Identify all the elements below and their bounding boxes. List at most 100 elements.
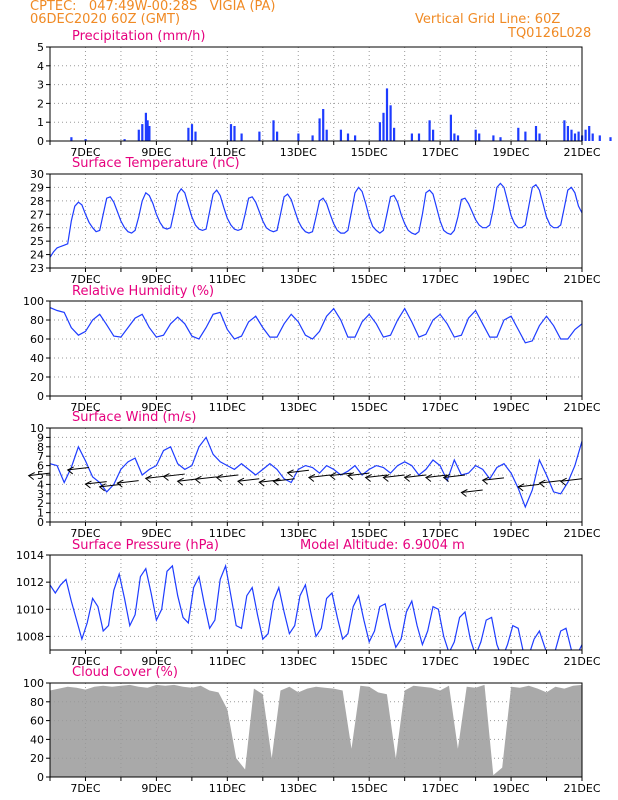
y-tick-label: 60 (30, 715, 44, 728)
panel-frame (49, 46, 583, 142)
precip-bar (258, 131, 261, 141)
y-tick-label: 5 (37, 41, 44, 54)
panel-annotation: Model Altitude: 6.9004 m (300, 538, 465, 553)
header-model-code: TQ0126L028 (508, 26, 592, 41)
x-tick-label: 17DEC (422, 401, 459, 414)
wind-arrow-head (364, 474, 372, 482)
precip-bar (378, 122, 381, 141)
x-tick-label: 9DEC (141, 782, 171, 795)
x-tick-label: 21DEC (563, 782, 600, 795)
precip-bar (432, 129, 435, 141)
panel-3: Relative Humidity (%) 7DEC 9DEC 11DEC 13DEC 1… (23, 284, 601, 414)
x-tick-label: 21DEC (563, 273, 600, 286)
y-tick-label: 40 (30, 352, 44, 365)
precip-bar (141, 124, 144, 141)
y-tick-label: 27 (30, 208, 44, 221)
wind-arrow-head (307, 474, 316, 482)
y-tick-label: 20 (30, 371, 44, 384)
precip-bar (146, 120, 149, 141)
wind-arrow-head (329, 472, 337, 480)
precip-bar (382, 112, 385, 141)
y-tick-label: 4 (37, 478, 44, 491)
y-tick-label: 6 (37, 460, 44, 473)
x-tick-label: 11DEC (209, 782, 246, 795)
x-tick-label: 11DEC (209, 527, 246, 540)
precip-bar (339, 129, 342, 141)
x-tick-label: 13DEC (280, 273, 317, 286)
panel-5: Surface Pressure (hPa) Model Altitude: 6.… (16, 538, 601, 668)
precip-bar (570, 129, 573, 141)
precip-bar (478, 133, 481, 141)
x-tick-label: 21DEC (563, 655, 600, 668)
wind-arrow-head (538, 479, 546, 488)
panel-title: Surface Wind (m/s) (72, 410, 196, 425)
wind-arrow-head (194, 475, 202, 484)
wind-arrow (237, 478, 260, 482)
y-tick-label: 3 (37, 79, 44, 92)
x-tick-label: 19DEC (493, 527, 530, 540)
precip-bar (492, 135, 495, 141)
y-tick-label: 20 (30, 752, 44, 765)
wind-arrow-head (382, 474, 390, 482)
x-tick-label: 15DEC (351, 146, 388, 159)
x-tick-label: 17DEC (422, 655, 459, 668)
precip-bar (584, 129, 587, 141)
y-tick-label: 1010 (16, 603, 44, 616)
panel-1: Precipitation (mm/h)7DEC 9DEC 11DEC 13DEC 15… (37, 29, 612, 159)
wind-arrow (195, 476, 217, 480)
precip-bar (322, 109, 325, 141)
y-tick-label: 1 (37, 116, 44, 129)
wind-arrow (273, 478, 295, 482)
wind-arrow-head (66, 466, 74, 475)
precip-bar (577, 131, 580, 141)
wind-arrow (28, 472, 51, 477)
y-tick-label: 3 (37, 488, 44, 501)
x-tick-label: 19DEC (493, 273, 530, 286)
precip-bar (318, 118, 321, 141)
y-tick-label: 10 (30, 422, 44, 435)
wind-arrow (347, 472, 370, 477)
precip-bar (325, 129, 328, 141)
wind-arrow-head (424, 474, 433, 482)
wind-arrow (117, 480, 139, 484)
precip-bar (417, 133, 421, 141)
x-tick-label: 11DEC (209, 655, 246, 668)
x-tick-label: 19DEC (493, 146, 530, 159)
x-tick-label: 13DEC (280, 527, 317, 540)
y-tick-label: 4 (37, 60, 44, 73)
y-tick-label: 1 (37, 507, 44, 520)
y-tick-label: 1014 (16, 549, 44, 562)
y-tick-label: 80 (30, 696, 44, 709)
precip-bar (598, 135, 601, 141)
panel-title: Surface Temperature (nC) (72, 156, 240, 171)
wind-arrow (539, 480, 561, 484)
precip-bar (311, 135, 314, 141)
y-tick-label: 1012 (16, 576, 44, 589)
x-tick-label: 13DEC (280, 655, 317, 668)
wind-arrow-head (272, 477, 280, 486)
x-tick-label: 19DEC (493, 655, 530, 668)
precip-bar (456, 135, 460, 141)
wind-arrow (443, 474, 466, 478)
wind-arrow-head (162, 473, 170, 481)
precip-bar (144, 112, 147, 141)
panel-frame (49, 682, 583, 778)
series-line (50, 436, 582, 509)
y-tick-label: 1008 (16, 630, 44, 643)
wind-arrow (163, 473, 185, 477)
precip-bar (609, 137, 612, 141)
wind-arrow (482, 477, 505, 481)
precip-bar (538, 133, 541, 141)
wind-arrow-head (286, 469, 294, 478)
y-tick-label: 8 (37, 441, 44, 454)
y-tick-label: 100 (23, 677, 44, 690)
wind-arrow-head (481, 476, 489, 485)
wind-arrow-head (98, 483, 106, 492)
wind-arrow (518, 483, 540, 488)
precip-bar (233, 126, 236, 141)
header-station: CPTEC: 047:49W-00:28S VIGIA (PA) (30, 0, 276, 14)
precip-bar (566, 126, 569, 141)
x-tick-label: 17DEC (422, 273, 459, 286)
wind-arrow (67, 466, 90, 471)
wind-arrow (365, 474, 387, 478)
